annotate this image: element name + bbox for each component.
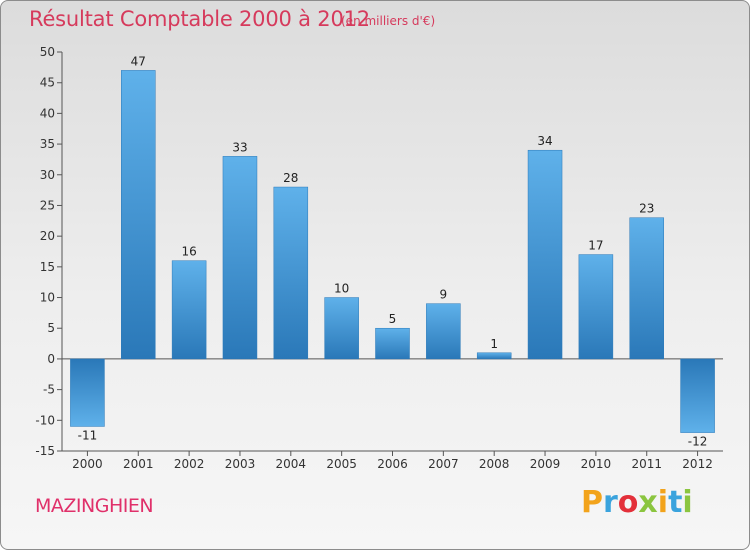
proxiti-logo: Proxiti [581,485,693,520]
x-tick-label: 2005 [326,457,357,471]
data-label-2012: -12 [688,435,708,449]
bar-2004 [273,186,309,360]
data-label-2003: 33 [232,140,247,154]
y-tick-label: -5 [43,383,55,397]
y-tick-label: 45 [40,76,55,90]
x-tick-label: 2008 [479,457,510,471]
bar-2006 [375,327,410,360]
logo-letter: P [581,485,603,520]
data-label-2008: 1 [490,337,498,351]
logo-letter: o [617,485,639,520]
data-label-2010: 17 [588,239,603,253]
x-tick-label: 2009 [530,457,561,471]
y-tick-label: -10 [35,413,55,427]
logo-letter: x [638,485,658,520]
chart-subtitle: (en milliers d'€) [341,14,436,28]
bar-2002 [171,260,207,360]
bar-2007 [426,303,461,360]
x-tick-label: 2003 [225,457,256,471]
x-tick-label: 2001 [123,457,154,471]
x-tick-label: 2000 [72,457,103,471]
bar-2009 [527,149,563,360]
y-tick-label: 40 [40,106,55,120]
data-label-2001: 47 [131,54,146,68]
data-label-2011: 23 [639,202,654,216]
x-tick-label: 2011 [631,457,662,471]
x-tick-label: 2007 [428,457,459,471]
bar-2008 [476,352,512,360]
commune-name: MAZINGHIEN [35,495,154,517]
bar-2001 [121,70,156,360]
bar-2005 [324,297,359,360]
logo-letter: i [657,485,669,520]
data-label-2005: 10 [334,282,349,296]
y-tick-label: 35 [40,137,55,151]
logo-letter: r [603,485,618,520]
data-label-2000: -11 [78,428,98,442]
data-label-2007: 9 [440,288,448,302]
y-tick-label: -15 [35,444,55,458]
data-label-2009: 34 [537,134,552,148]
y-tick-label: 5 [47,321,55,335]
y-tick-label: 0 [47,352,55,366]
logo-letter: i [682,485,693,520]
x-tick-label: 2004 [276,457,307,471]
data-label-2002: 16 [181,245,196,259]
bar-2012 [680,358,715,433]
x-tick-label: 2002 [174,457,205,471]
bar-2011 [629,217,664,360]
data-label-2004: 28 [283,171,298,185]
bar-2010 [578,254,614,360]
y-tick-label: 50 [40,45,55,59]
x-tick-label: 2012 [682,457,713,471]
y-tick-label: 15 [40,260,55,274]
bar-2003 [222,156,258,360]
chart-title: Résultat Comptable 2000 à 2012 [29,7,370,31]
bar-2000 [70,358,105,427]
logo-letter: t [668,485,683,520]
data-label-2006: 5 [389,312,397,326]
y-tick-label: 30 [40,168,55,182]
x-tick-label: 2006 [377,457,408,471]
x-tick-label: 2010 [581,457,612,471]
y-tick-label: 25 [40,198,55,212]
y-tick-label: 10 [40,291,55,305]
y-tick-label: 20 [40,229,55,243]
